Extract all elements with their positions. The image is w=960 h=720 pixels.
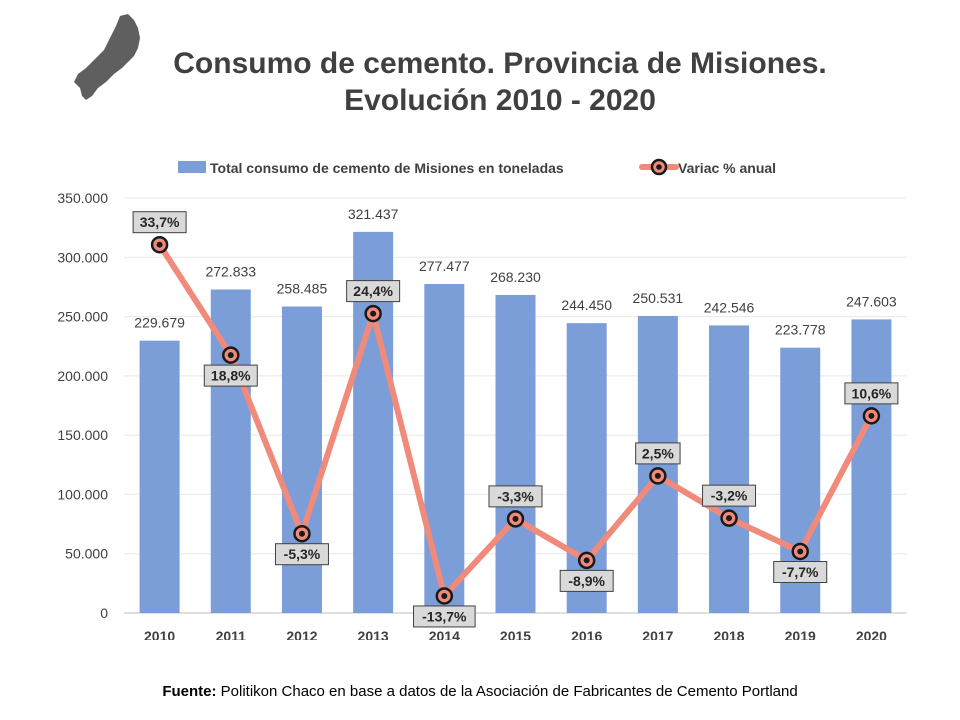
bar-value-label: 247.603 bbox=[846, 293, 897, 309]
x-tick-label: 2018 bbox=[713, 628, 744, 640]
bar bbox=[709, 325, 750, 613]
legend-bar-label: Total consumo de cemento de Misiones en … bbox=[210, 160, 564, 176]
line-point-center bbox=[868, 412, 875, 419]
line-point-center bbox=[726, 515, 733, 522]
map-shape bbox=[74, 14, 140, 100]
bar-value-label: 250.531 bbox=[633, 290, 684, 306]
line-label-box bbox=[132, 211, 187, 234]
line-value-label: -13,7% bbox=[422, 608, 467, 624]
source-footer: Fuente: Politikon Chaco en base a datos … bbox=[0, 683, 960, 700]
x-tick-label: 2017 bbox=[642, 628, 673, 640]
y-tick-label: 250.000 bbox=[57, 309, 108, 325]
bar-value-label: 272.833 bbox=[205, 263, 256, 279]
legend-line-label: Variac % anual bbox=[678, 160, 776, 176]
line-point-center bbox=[370, 310, 377, 317]
bar-value-label: 268.230 bbox=[490, 269, 541, 285]
x-tick-label: 2020 bbox=[856, 628, 887, 640]
line-label-box bbox=[274, 543, 329, 566]
bar bbox=[424, 283, 465, 613]
line-value-label: 2,5% bbox=[642, 445, 674, 461]
line-value-label: -5,3% bbox=[284, 546, 321, 562]
x-tick-label: 2010 bbox=[144, 628, 175, 640]
line-point-center bbox=[441, 592, 448, 599]
line-label-box bbox=[844, 382, 899, 405]
line-value-label: -8,9% bbox=[568, 573, 605, 589]
chart-title-line2: Evolución 2010 - 2020 bbox=[344, 84, 656, 117]
line-value-label: -3,2% bbox=[711, 488, 748, 504]
bar-value-label: 244.450 bbox=[561, 297, 612, 313]
x-tick-label: 2019 bbox=[785, 628, 816, 640]
legend-line-marker-center bbox=[656, 164, 662, 170]
line-value-label: -7,7% bbox=[782, 564, 819, 580]
line-label-box bbox=[488, 485, 543, 508]
line-label-box bbox=[773, 560, 828, 583]
chart: 0 50.000 100.000 150.000 200.000 250.000 300.0… bbox=[57, 158, 907, 640]
line-point-center bbox=[654, 472, 661, 479]
line-value-label: 24,4% bbox=[353, 283, 393, 299]
misiones-province-map-icon bbox=[74, 14, 140, 100]
bar-value-label: 258.485 bbox=[277, 281, 328, 297]
line-point-center bbox=[583, 557, 590, 564]
y-tick-label: 0 bbox=[100, 605, 108, 621]
source-label: Fuente: bbox=[162, 683, 217, 700]
x-tick-label: 2015 bbox=[500, 628, 531, 640]
source-text: Politikon Chaco en base a datos de la As… bbox=[216, 683, 798, 700]
y-tick-label: 200.000 bbox=[57, 368, 108, 384]
chart-title-line1: Consumo de cemento. Provincia de Misione… bbox=[173, 47, 827, 80]
bar bbox=[139, 340, 180, 613]
x-tick-label: 2011 bbox=[216, 628, 247, 640]
bar bbox=[566, 323, 607, 613]
y-tick-label: 150.000 bbox=[57, 427, 108, 443]
line-value-label: 33,7% bbox=[140, 214, 180, 230]
bar bbox=[210, 289, 251, 613]
line-point-center bbox=[156, 241, 163, 248]
x-tick-label: 2013 bbox=[358, 628, 389, 640]
bar bbox=[281, 306, 322, 613]
line-label-box bbox=[203, 364, 258, 387]
y-tick-label: 300.000 bbox=[57, 249, 108, 265]
bar-value-label: 229.679 bbox=[134, 315, 185, 331]
bar-value-label: 223.778 bbox=[775, 322, 826, 338]
line-label-box bbox=[635, 442, 681, 465]
y-tick-label: 350.000 bbox=[57, 190, 108, 206]
bar bbox=[637, 315, 678, 613]
line-point-center bbox=[512, 515, 519, 522]
y-tick-label: 50.000 bbox=[65, 546, 108, 562]
bar bbox=[495, 294, 536, 613]
line-label-box bbox=[559, 569, 614, 592]
line-value-label: 10,6% bbox=[852, 385, 892, 401]
x-tick-label: 2016 bbox=[571, 628, 602, 640]
line-value-label: -3,3% bbox=[497, 488, 534, 504]
line-label-box bbox=[346, 280, 401, 303]
line-point-center bbox=[797, 548, 804, 555]
x-tick-label: 2012 bbox=[286, 628, 317, 640]
y-tick-label: 100.000 bbox=[57, 486, 108, 502]
line-value-label: 18,8% bbox=[211, 368, 251, 384]
line-label-box bbox=[413, 605, 476, 628]
line-point-center bbox=[298, 530, 305, 537]
bar-value-label: 321.437 bbox=[348, 206, 399, 222]
legend-bar-swatch bbox=[178, 161, 206, 173]
bar-value-label: 242.546 bbox=[704, 299, 755, 315]
bar-value-label: 277.477 bbox=[419, 258, 470, 274]
line-label-box bbox=[702, 484, 757, 507]
x-tick-label: 2014 bbox=[429, 628, 460, 640]
line-point-center bbox=[227, 352, 234, 359]
bar bbox=[851, 319, 892, 613]
